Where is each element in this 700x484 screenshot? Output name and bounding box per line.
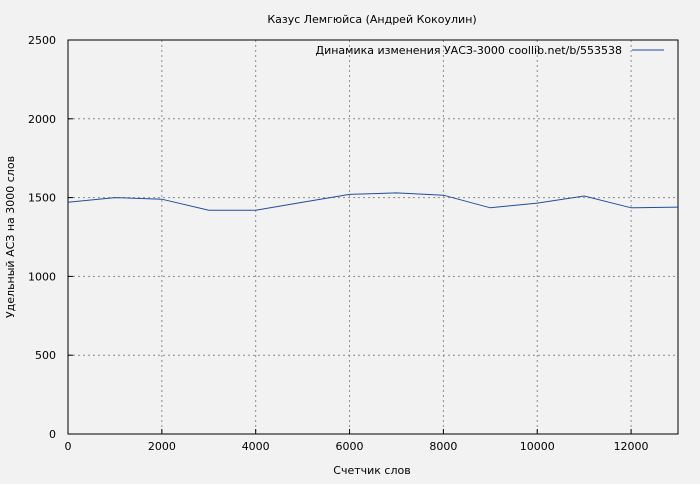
axis-ticks: 0 2000 4000 6000 8000 10000 12000 0 500 1000 1500 2… bbox=[28, 34, 649, 453]
series-line bbox=[67, 192, 679, 211]
y-axis-label: Удельный АСЗ на 3000 слов bbox=[4, 156, 17, 318]
series-layer bbox=[67, 192, 679, 211]
y-tick-label: 1000 bbox=[28, 270, 56, 283]
x-axis-label: Счетчик слов bbox=[333, 464, 410, 477]
y-tick-label: 1500 bbox=[28, 192, 56, 205]
y-tick-label: 500 bbox=[35, 349, 56, 362]
y-tick-label: 2500 bbox=[28, 34, 56, 47]
x-tick-label: 4000 bbox=[242, 440, 270, 453]
x-tick-label: 8000 bbox=[429, 440, 457, 453]
x-tick-label: 6000 bbox=[336, 440, 364, 453]
y-tick-label: 2000 bbox=[28, 113, 56, 126]
legend: Динамика изменения УАСЗ-3000 coollib.net… bbox=[316, 44, 664, 57]
legend-label: Динамика изменения УАСЗ-3000 coollib.net… bbox=[316, 44, 623, 57]
x-tick-label: 10000 bbox=[520, 440, 555, 453]
x-tick-label: 2000 bbox=[148, 440, 176, 453]
chart-title: Казус Лемгюйса (Андрей Кокоулин) bbox=[267, 13, 476, 26]
grid-lines bbox=[68, 40, 678, 434]
x-tick-label: 0 bbox=[65, 440, 72, 453]
x-tick-label: 12000 bbox=[614, 440, 649, 453]
plot-frame bbox=[67, 39, 679, 435]
y-tick-label: 0 bbox=[49, 428, 56, 441]
